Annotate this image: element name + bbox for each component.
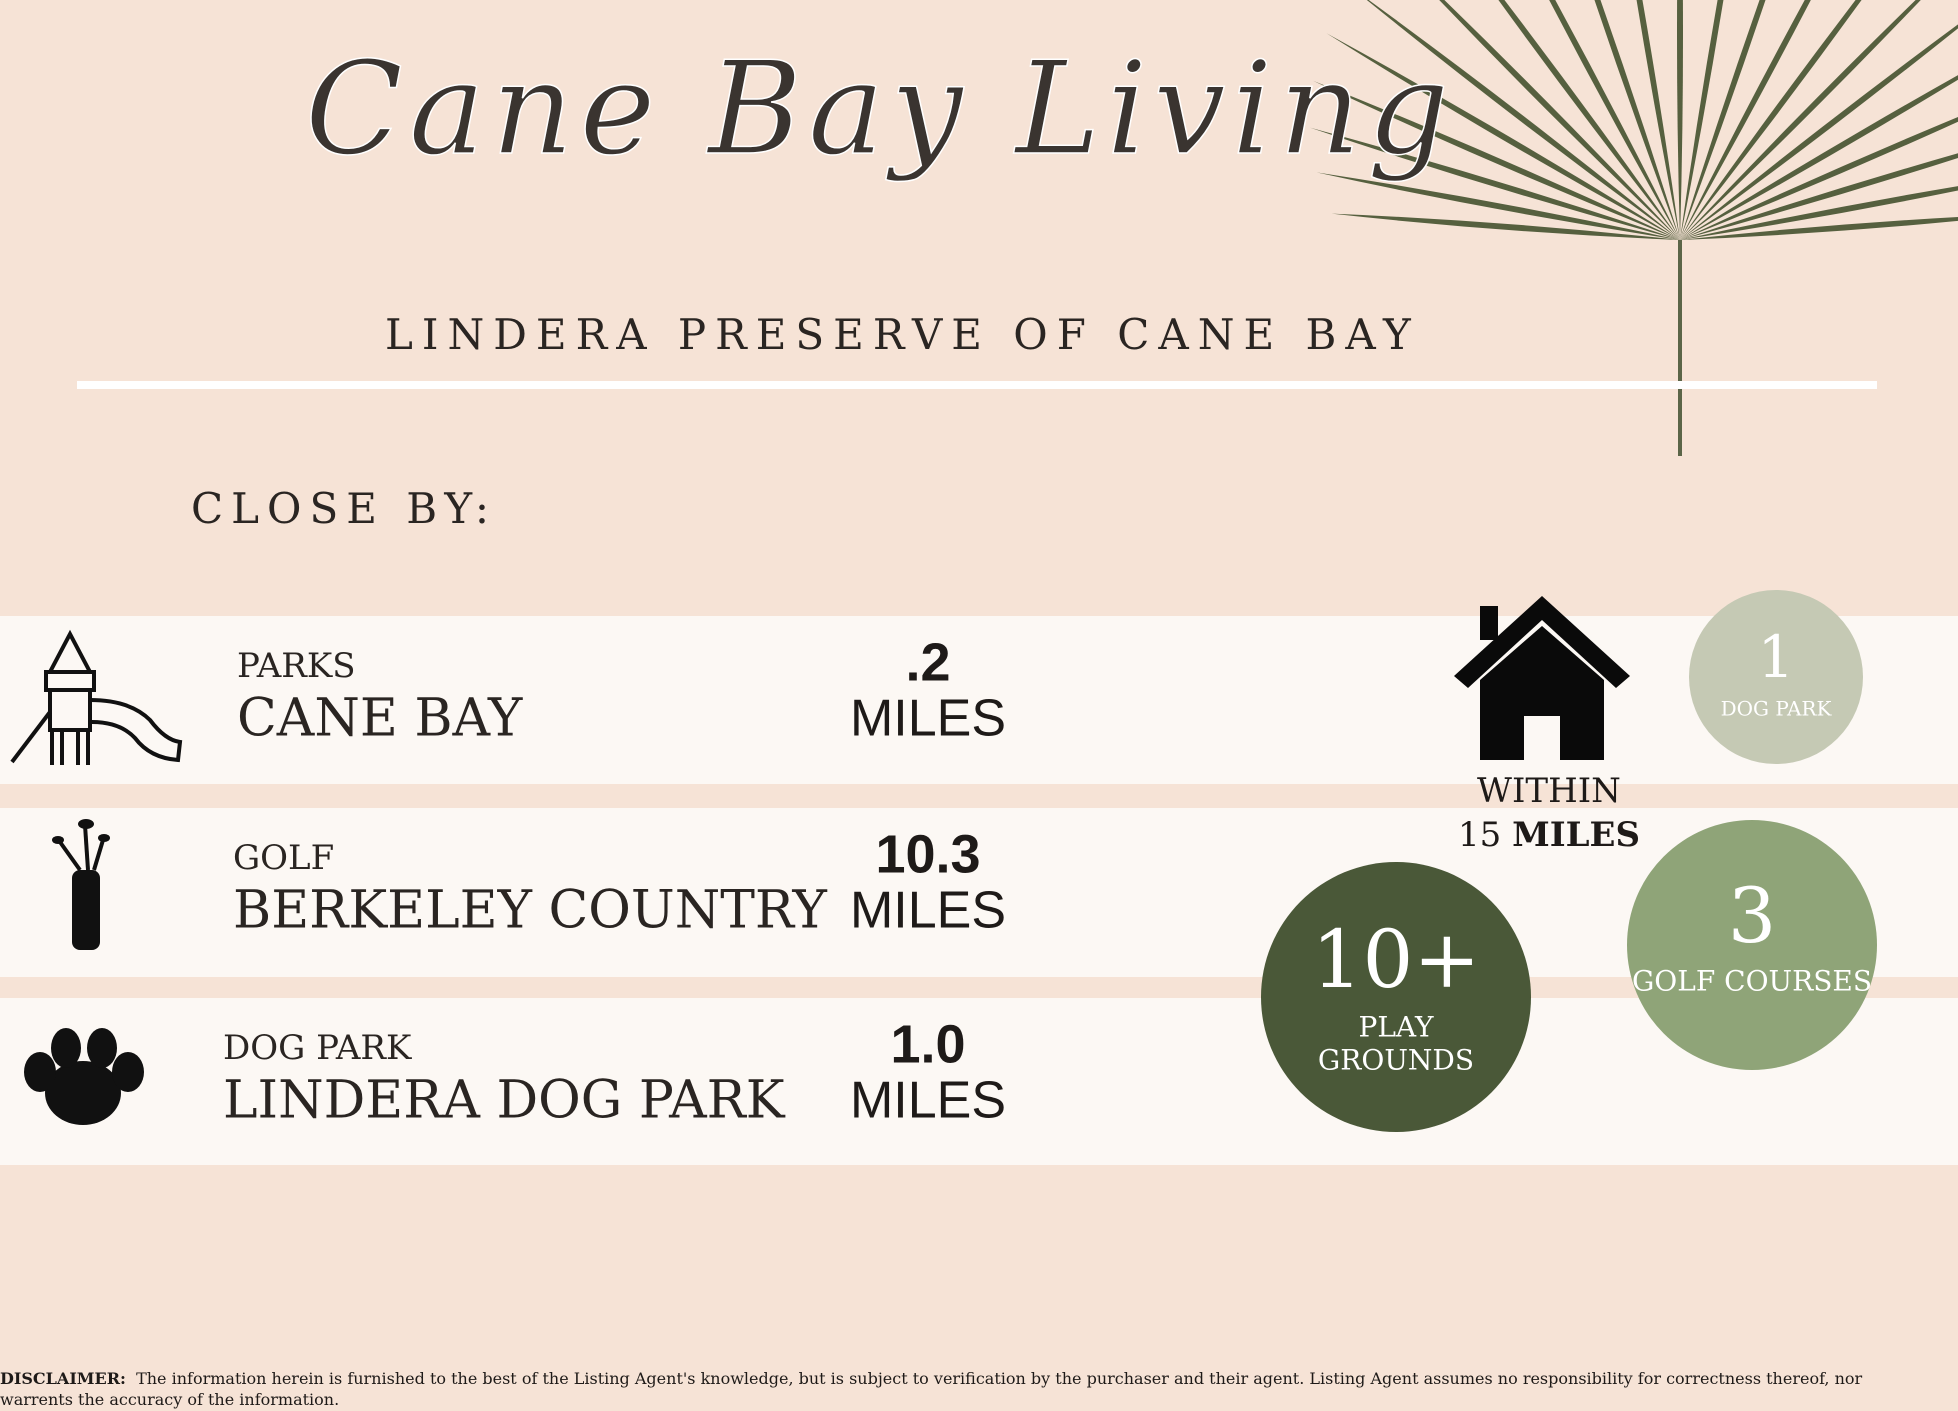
distance-unit: MILES (850, 1072, 1006, 1130)
house-icon (1454, 596, 1630, 760)
palm-frond (1312, 80, 1680, 241)
distance-unit: MILES (850, 690, 1006, 748)
category: DOG PARK (223, 1028, 412, 1068)
palm-frond (1680, 153, 1958, 240)
distance: 10.3 (875, 824, 980, 884)
row-band (0, 998, 1958, 1165)
palm-frond (1316, 172, 1680, 240)
title: Cane Bay Living (305, 35, 1455, 184)
palm-frond (1680, 186, 1958, 240)
disclaimer-label: DISCLAIMER: (0, 1369, 126, 1388)
palm-frond (1636, 0, 1680, 240)
palm-frond (1326, 33, 1680, 240)
palm-frond (1677, 0, 1683, 240)
disclaimer: DISCLAIMER: The information herein is fu… (0, 1368, 1890, 1410)
palm-frond (1549, 0, 1680, 240)
stat-label: DOG PARK (1721, 697, 1833, 721)
palm-frond (1680, 0, 1766, 240)
palm-frond (1680, 0, 1811, 240)
palm-frond (1680, 0, 1921, 240)
distance: 1.0 (890, 1014, 965, 1074)
house-number: 15 (1458, 815, 1501, 855)
disclaimer-text: The information herein is furnished to t… (0, 1369, 1863, 1409)
subtitle: LINDERA PRESERVE OF CANE BAY (385, 310, 1420, 359)
section-heading: CLOSE BY: (191, 484, 497, 533)
palm-frond (1680, 0, 1724, 240)
divider (77, 381, 1877, 389)
palm-frond (1498, 0, 1680, 240)
stat-circle (1261, 862, 1531, 1132)
house-caption: 15 MILES (1458, 815, 1640, 855)
palm-frond (1680, 217, 1958, 240)
stat-value: 3 (1728, 871, 1776, 960)
palm-frond (1331, 213, 1680, 240)
palm-frond (1439, 0, 1680, 240)
row-band (0, 616, 1958, 784)
distance: .2 (905, 632, 950, 692)
stat-value: 1 (1758, 623, 1795, 691)
category: PARKS (237, 646, 356, 686)
place-name: CANE BAY (237, 689, 523, 749)
stat-circle (1689, 590, 1863, 764)
stat-label: GROUNDS (1318, 1044, 1474, 1077)
palm-frond (1680, 117, 1958, 240)
distance-unit: MILES (850, 882, 1006, 940)
stat-label: PLAY (1358, 1011, 1434, 1044)
palm-frond (1366, 0, 1680, 240)
category: GOLF (233, 838, 334, 878)
stat-label: GOLF COURSES (1632, 965, 1872, 998)
paw-icon (24, 1028, 144, 1125)
palm-frond (1680, 0, 1862, 240)
place-name: LINDERA DOG PARK (223, 1071, 786, 1131)
place-name: BERKELEY COUNTRY (233, 881, 827, 941)
palm-frond (1309, 127, 1680, 240)
golf-bag-icon (52, 819, 110, 950)
palm-frond (1594, 0, 1680, 240)
palm-frond (1680, 75, 1958, 240)
palm-leaf (1309, 0, 1958, 456)
palm-frond (1680, 24, 1958, 240)
playground-icon (10, 629, 183, 765)
house-unit: MILES (1512, 815, 1640, 855)
stat-circle (1627, 820, 1877, 1070)
stat-value: 10+ (1312, 913, 1481, 1006)
house-caption: WITHIN (1477, 771, 1621, 811)
